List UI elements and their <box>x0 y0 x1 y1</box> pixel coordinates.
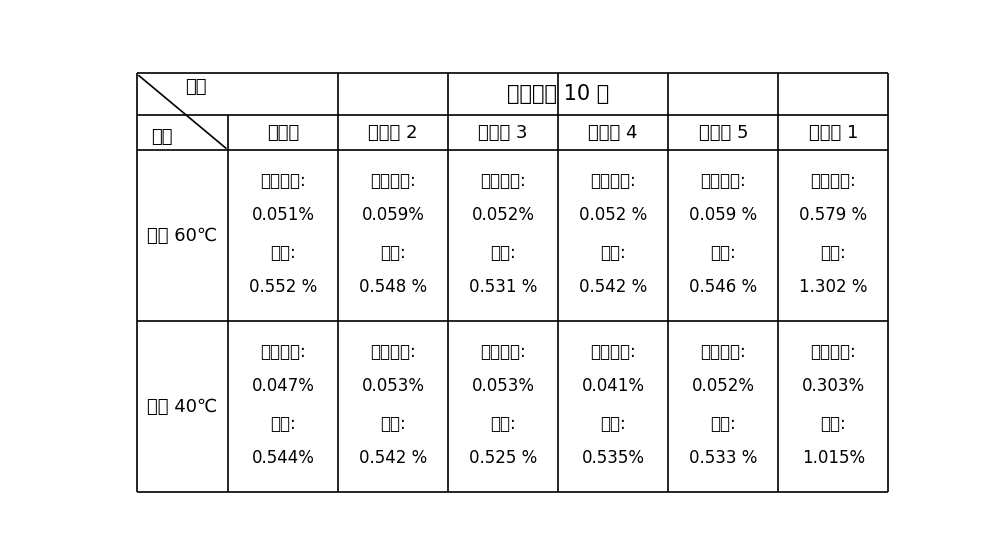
Text: 最大单杂:: 最大单杂: <box>480 172 526 190</box>
Text: 0.059 %: 0.059 % <box>689 206 757 225</box>
Text: 总杂:: 总杂: <box>490 415 516 433</box>
Text: 0.548 %: 0.548 % <box>359 278 427 296</box>
Text: 最大单杂:: 最大单杂: <box>810 172 856 190</box>
Text: 0.535%: 0.535% <box>582 449 645 467</box>
Text: 总杂:: 总杂: <box>820 244 846 262</box>
Text: 最大单杂:: 最大单杂: <box>260 172 306 190</box>
Text: 0.053%: 0.053% <box>362 377 425 395</box>
Text: 总杂:: 总杂: <box>270 244 296 262</box>
Text: 最大单杂:: 最大单杂: <box>590 172 636 190</box>
Text: 0.052%: 0.052% <box>692 377 755 395</box>
Text: 0.552 %: 0.552 % <box>249 278 317 296</box>
Text: 1.015%: 1.015% <box>802 449 865 467</box>
Text: 总杂:: 总杂: <box>600 244 626 262</box>
Text: 0.052%: 0.052% <box>472 206 535 225</box>
Text: 分类: 分类 <box>185 78 207 96</box>
Text: 最大单杂:: 最大单杂: <box>260 343 306 361</box>
Text: 1.302 %: 1.302 % <box>799 278 868 296</box>
Text: 高温 40℃: 高温 40℃ <box>147 398 217 416</box>
Text: 最大单杂:: 最大单杂: <box>700 343 746 361</box>
Text: 总杂:: 总杂: <box>600 415 626 433</box>
Text: 最大单杂:: 最大单杂: <box>370 343 416 361</box>
Text: 总杂:: 总杂: <box>490 244 516 262</box>
Text: 影响因素 10 天: 影响因素 10 天 <box>507 84 609 104</box>
Text: 最大单杂:: 最大单杂: <box>700 172 746 190</box>
Text: 0.579 %: 0.579 % <box>799 206 867 225</box>
Text: 总杂:: 总杂: <box>710 415 736 433</box>
Text: 实施例 4: 实施例 4 <box>588 124 638 142</box>
Text: 对比例 1: 对比例 1 <box>809 124 858 142</box>
Text: 实施例 5: 实施例 5 <box>699 124 748 142</box>
Text: 总杂:: 总杂: <box>820 415 846 433</box>
Text: 高温 60℃: 高温 60℃ <box>147 227 217 245</box>
Text: 实施例 2: 实施例 2 <box>368 124 418 142</box>
Text: 最大单杂:: 最大单杂: <box>810 343 856 361</box>
Text: 0.059%: 0.059% <box>362 206 425 225</box>
Text: 0.053%: 0.053% <box>472 377 535 395</box>
Text: 0.533 %: 0.533 % <box>689 449 757 467</box>
Text: 0.546 %: 0.546 % <box>689 278 757 296</box>
Text: 最大单杂:: 最大单杂: <box>480 343 526 361</box>
Text: 实施例: 实施例 <box>267 124 299 142</box>
Text: 最大单杂:: 最大单杂: <box>370 172 416 190</box>
Text: 总杂:: 总杂: <box>380 415 406 433</box>
Text: 总杂:: 总杂: <box>380 244 406 262</box>
Text: 0.041%: 0.041% <box>582 377 645 395</box>
Text: 总杂:: 总杂: <box>710 244 736 262</box>
Text: 最大单杂:: 最大单杂: <box>590 343 636 361</box>
Text: 0.544%: 0.544% <box>252 449 315 467</box>
Text: 实施例 3: 实施例 3 <box>478 124 528 142</box>
Text: 0.542 %: 0.542 % <box>359 449 427 467</box>
Text: 条件: 条件 <box>151 128 173 146</box>
Text: 0.525 %: 0.525 % <box>469 449 537 467</box>
Text: 0.531 %: 0.531 % <box>469 278 537 296</box>
Text: 0.542 %: 0.542 % <box>579 278 647 296</box>
Text: 0.303%: 0.303% <box>802 377 865 395</box>
Text: 0.047%: 0.047% <box>252 377 315 395</box>
Text: 0.052 %: 0.052 % <box>579 206 647 225</box>
Text: 总杂:: 总杂: <box>270 415 296 433</box>
Text: 0.051%: 0.051% <box>252 206 315 225</box>
